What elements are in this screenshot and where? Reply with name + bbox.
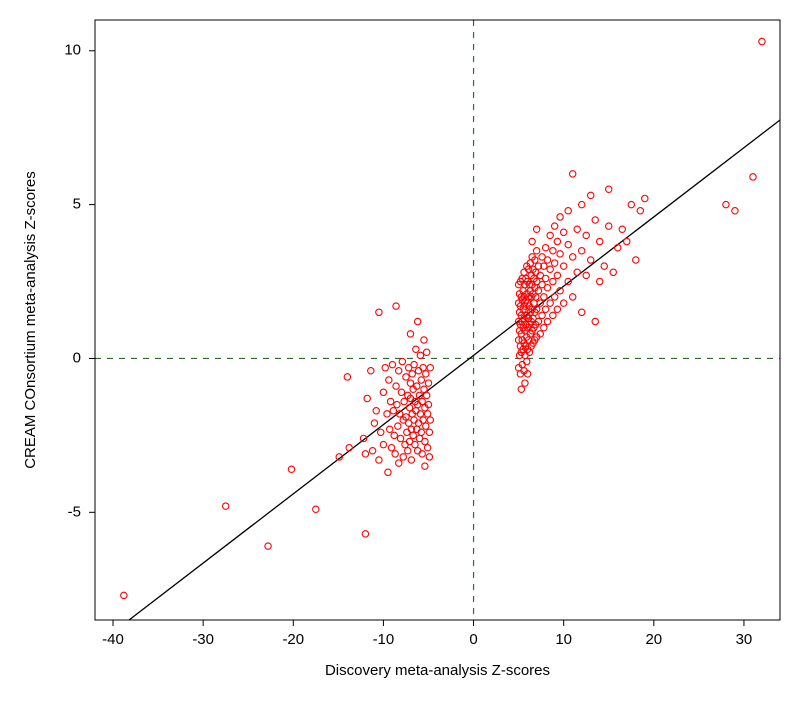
x-tick-label: 10 [555, 631, 572, 648]
x-tick-label: -30 [192, 631, 214, 648]
x-tick-label: -40 [102, 631, 124, 648]
x-tick-label: -10 [373, 631, 395, 648]
y-tick-label: -5 [68, 503, 81, 520]
y-tick-label: 10 [64, 42, 81, 59]
y-tick-label: 5 [73, 196, 81, 213]
x-tick-label: 20 [645, 631, 662, 648]
chart-svg: -40 -30 -20 -10 0 10 20 30 -5 0 5 10 Discovery meta-… [0, 0, 800, 712]
x-tick-label: 0 [469, 631, 477, 648]
x-axis-label: Discovery meta-analysis Z-scores [325, 662, 550, 679]
scatter-chart: -40 -30 -20 -10 0 10 20 30 -5 0 5 10 Discovery meta-… [0, 0, 800, 712]
x-tick-label: 30 [736, 631, 753, 648]
x-tick-label: -20 [282, 631, 304, 648]
y-tick-label: 0 [73, 349, 81, 366]
y-axis-label: CREAM COnsortium meta-analysis Z-scores [22, 171, 39, 469]
